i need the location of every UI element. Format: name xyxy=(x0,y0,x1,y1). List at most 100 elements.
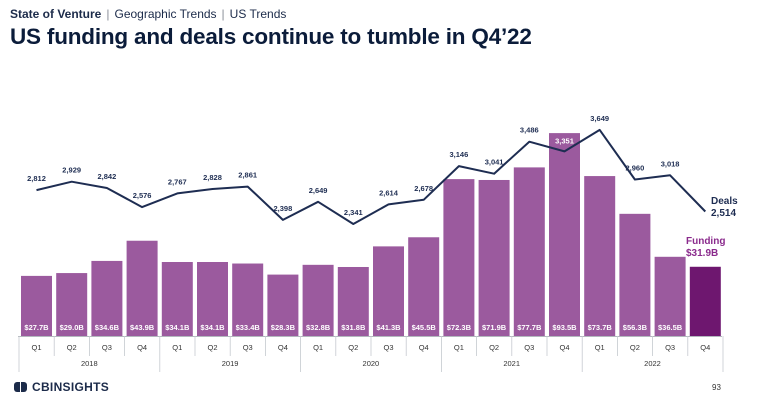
year-label: 2019 xyxy=(222,359,239,368)
deals-point-label: 2,398 xyxy=(274,204,293,213)
x-tick-label: Q2 xyxy=(207,343,217,352)
year-label: 2022 xyxy=(644,359,661,368)
funding-bar-label: $28.3B xyxy=(271,323,296,332)
breadcrumb-section[interactable]: State of Venture xyxy=(10,7,102,21)
deals-point-label: 2,649 xyxy=(309,186,328,195)
x-tick-label: Q1 xyxy=(454,343,464,352)
breadcrumb-item[interactable]: Geographic Trends xyxy=(114,7,217,21)
x-tick-label: Q4 xyxy=(278,343,288,352)
year-label: 2021 xyxy=(503,359,520,368)
funding-bar-label: $45.5B xyxy=(412,323,437,332)
x-tick-label: Q1 xyxy=(172,343,182,352)
breadcrumb-separator: | xyxy=(106,7,110,21)
funding-bar xyxy=(161,262,193,336)
deals-point-label: 3,041 xyxy=(485,158,504,167)
x-tick-label: Q2 xyxy=(348,343,358,352)
deals-point-label: 3,486 xyxy=(520,126,539,135)
deals-point-label: 3,351 xyxy=(555,136,574,145)
year-label: 2018 xyxy=(81,359,98,368)
funding-bar-label: $93.5B xyxy=(552,323,577,332)
funding-bar-label: $34.1B xyxy=(200,323,225,332)
deals-point-label: 2,828 xyxy=(203,173,222,182)
funding-bar xyxy=(197,262,228,336)
funding-bar-label: $43.9B xyxy=(130,323,155,332)
funding-bar-label: $71.9B xyxy=(482,323,507,332)
x-tick-label: Q1 xyxy=(31,343,41,352)
x-tick-label: Q4 xyxy=(700,343,710,352)
deals-point-label: 2,614 xyxy=(379,188,399,197)
funding-bar xyxy=(619,213,651,336)
x-tick-label: Q3 xyxy=(102,343,112,352)
funding-bar-label: $56.3B xyxy=(623,323,648,332)
funding-bar xyxy=(549,133,580,336)
deals-point-label: 3,649 xyxy=(590,114,609,123)
cb-logo-icon xyxy=(14,382,28,392)
funding-bar-label: $33.4B xyxy=(236,323,261,332)
deals-line xyxy=(36,128,707,225)
deals-callout-value: 2,514 xyxy=(711,208,736,219)
deals-point-label: 2,767 xyxy=(168,177,187,186)
funding-bar xyxy=(267,274,299,336)
funding-bar xyxy=(232,263,264,336)
funding-bar xyxy=(478,179,510,336)
funding-bar-label: $27.7B xyxy=(24,323,49,332)
x-tick-label: Q3 xyxy=(383,343,393,352)
funding-bar xyxy=(408,237,440,336)
x-tick-label: Q2 xyxy=(67,343,77,352)
breadcrumb-item[interactable]: US Trends xyxy=(229,7,287,21)
funding-deals-chart: $27.7B $29.0B $34.6B $43.9B $34.1B $34.1B $33.… xyxy=(18,114,738,372)
cb-insights-logo: CBINSIGHTS xyxy=(14,380,109,394)
funding-bar-label: $77.7B xyxy=(517,323,542,332)
deals-point-label: 2,861 xyxy=(238,171,257,180)
x-tick-label: Q3 xyxy=(665,343,675,352)
deals-point-label: 2,929 xyxy=(62,166,81,175)
deals-callout-title: Deals xyxy=(711,196,738,207)
funding-bar-label: $72.3B xyxy=(447,323,472,332)
funding-bar xyxy=(91,260,123,336)
x-tick-label: Q2 xyxy=(630,343,640,352)
funding-bar-label: $34.1B xyxy=(165,323,190,332)
deals-point-label: 2,960 xyxy=(626,163,645,172)
deals-point-label: 2,812 xyxy=(27,174,46,183)
brand-name: CBINSIGHTS xyxy=(32,380,110,394)
funding-bar xyxy=(654,256,686,336)
funding-bar xyxy=(443,179,475,336)
funding-bar xyxy=(337,266,369,336)
x-tick-label: Q4 xyxy=(419,343,429,352)
funding-bar-label: $36.5B xyxy=(658,323,683,332)
deals-point-label: 3,146 xyxy=(450,150,469,159)
funding-bar xyxy=(513,167,545,336)
funding-bar xyxy=(689,266,721,336)
x-tick-label: Q2 xyxy=(489,343,499,352)
funding-bar xyxy=(21,275,52,336)
x-tick-label: Q4 xyxy=(137,343,147,352)
funding-bar-label: $73.7B xyxy=(588,323,613,332)
funding-bar-label: $34.6B xyxy=(95,323,120,332)
funding-callout-value: $31.9B xyxy=(686,248,718,259)
deals-point-label: 3,018 xyxy=(661,159,680,168)
page-number: 93 xyxy=(712,383,721,392)
funding-callout-title: Funding xyxy=(686,236,725,247)
deals-point-label: 2,341 xyxy=(344,208,363,217)
funding-bar xyxy=(56,273,88,336)
year-label: 2020 xyxy=(363,359,380,368)
funding-bar xyxy=(584,176,616,336)
x-tick-label: Q3 xyxy=(243,343,253,352)
funding-bar-label: $32.8B xyxy=(306,323,331,332)
breadcrumb-separator: | xyxy=(221,7,225,21)
deals-point-label: 2,842 xyxy=(98,172,117,181)
funding-bar xyxy=(373,246,404,336)
deals-point-label: 2,576 xyxy=(133,191,152,200)
funding-bar xyxy=(302,264,334,336)
x-tick-label: Q1 xyxy=(595,343,605,352)
funding-bar xyxy=(126,240,158,336)
x-tick-label: Q1 xyxy=(313,343,323,352)
funding-bar-label: $41.3B xyxy=(376,323,401,332)
funding-bar-label: $29.0B xyxy=(60,323,85,332)
page-title: US funding and deals continue to tumble … xyxy=(10,24,532,49)
deals-point-label: 2,678 xyxy=(414,184,433,193)
breadcrumb: State of Venture | Geographic Trends | US Tr… xyxy=(10,7,286,21)
x-tick-label: Q4 xyxy=(559,343,569,352)
x-tick-label: Q3 xyxy=(524,343,534,352)
funding-bar-label: $31.8B xyxy=(341,323,366,332)
